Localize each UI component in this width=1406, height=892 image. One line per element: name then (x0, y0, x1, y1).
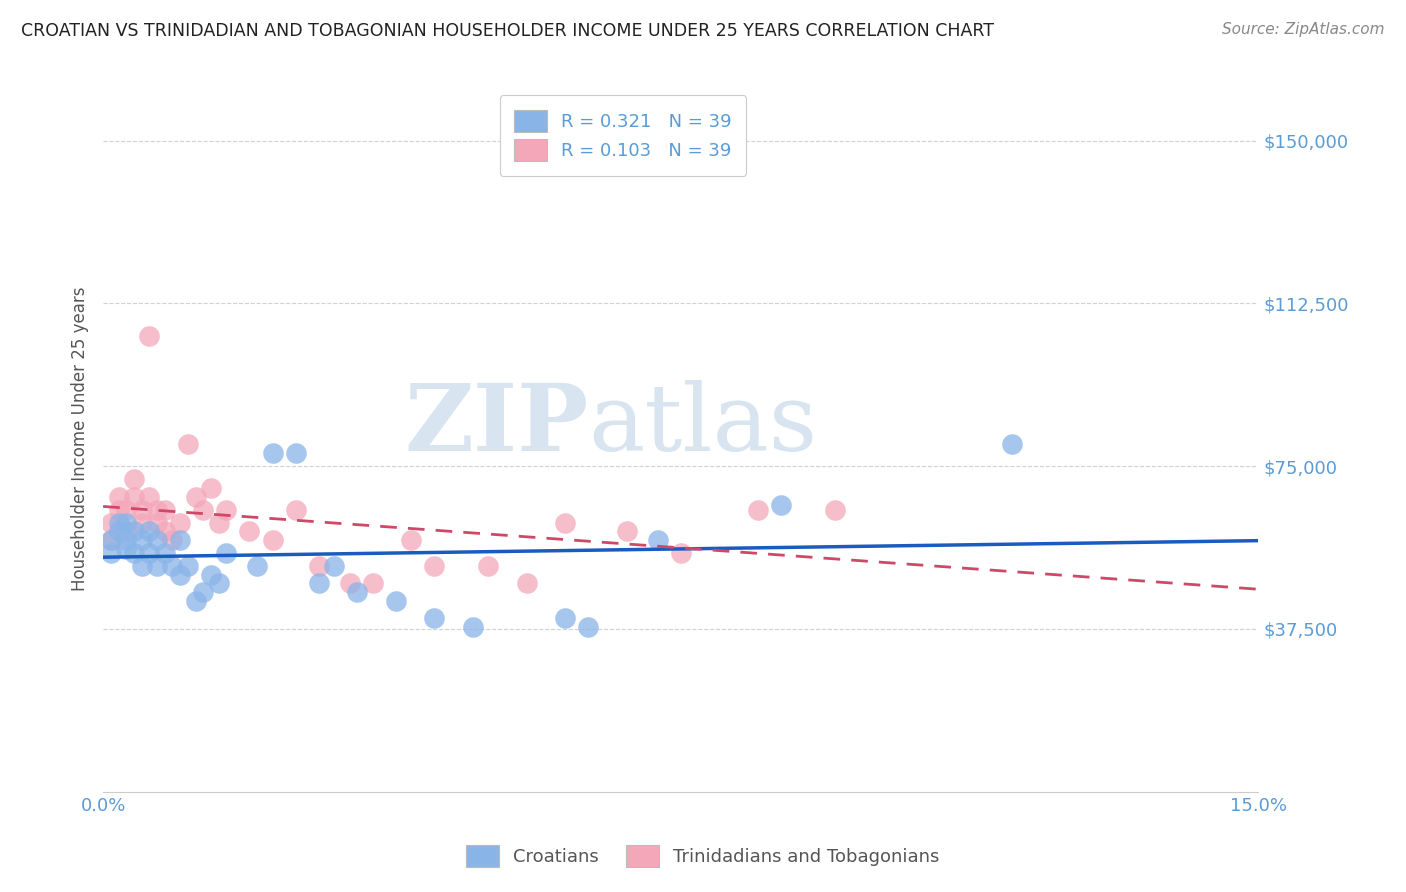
Point (153, 502, 176, 516)
Point (554, 516, 576, 530)
Point (122, 490, 145, 504)
Point (323, 559, 346, 574)
Point (115, 541, 138, 556)
Point (361, 576, 384, 591)
Point (115, 516, 138, 530)
Point (461, 620, 484, 634)
Point (131, 516, 153, 530)
Point (200, 481, 222, 495)
Point (138, 329, 160, 343)
Point (554, 611, 576, 625)
Point (184, 593, 207, 607)
Point (423, 611, 446, 625)
Point (122, 524, 145, 539)
Point (115, 533, 138, 547)
Point (262, 533, 284, 547)
Point (747, 502, 769, 516)
Point (246, 559, 269, 574)
Point (647, 533, 669, 547)
Point (262, 446, 284, 460)
Point (576, 620, 599, 634)
Point (153, 546, 176, 560)
Point (238, 524, 260, 539)
Point (169, 567, 191, 582)
Point (138, 524, 160, 539)
Point (215, 546, 238, 560)
Point (208, 516, 231, 530)
Point (153, 524, 176, 539)
Point (100, 516, 122, 530)
Point (215, 502, 238, 516)
Point (107, 502, 129, 516)
Point (177, 559, 200, 574)
Point (115, 502, 138, 516)
Point (477, 559, 499, 574)
Point (824, 502, 846, 516)
Point (669, 546, 692, 560)
Point (616, 524, 638, 539)
Point (308, 576, 330, 591)
Point (769, 498, 792, 512)
Point (193, 585, 215, 599)
Point (1001, 437, 1024, 451)
Point (146, 533, 169, 547)
Point (385, 593, 408, 607)
Point (138, 546, 160, 560)
Point (100, 546, 122, 560)
Point (131, 533, 153, 547)
Point (146, 559, 169, 574)
Point (346, 585, 368, 599)
Point (162, 533, 184, 547)
Point (169, 533, 191, 547)
Point (115, 524, 138, 539)
Text: atlas: atlas (588, 380, 818, 470)
Legend: R = 0.321   N = 39, R = 0.103   N = 39: R = 0.321 N = 39, R = 0.103 N = 39 (499, 95, 747, 176)
Point (131, 502, 153, 516)
Point (339, 576, 361, 591)
Point (200, 567, 222, 582)
Point (146, 502, 169, 516)
Point (193, 502, 215, 516)
Text: ZIP: ZIP (404, 380, 588, 470)
Point (122, 472, 145, 486)
Point (399, 533, 422, 547)
Text: Source: ZipAtlas.com: Source: ZipAtlas.com (1222, 22, 1385, 37)
Point (100, 533, 122, 547)
Point (146, 516, 169, 530)
Point (423, 559, 446, 574)
Point (107, 524, 129, 539)
Point (308, 559, 330, 574)
Point (122, 546, 145, 560)
Point (138, 490, 160, 504)
Y-axis label: Householder Income Under 25 years: Householder Income Under 25 years (72, 287, 89, 591)
Point (100, 533, 122, 547)
Point (131, 559, 153, 574)
Point (208, 576, 231, 591)
Point (184, 490, 207, 504)
Point (284, 502, 307, 516)
Point (169, 516, 191, 530)
Point (162, 559, 184, 574)
Point (284, 446, 307, 460)
Legend: Croatians, Trinidadians and Tobagonians: Croatians, Trinidadians and Tobagonians (460, 838, 946, 874)
Text: CROATIAN VS TRINIDADIAN AND TOBAGONIAN HOUSEHOLDER INCOME UNDER 25 YEARS CORRELA: CROATIAN VS TRINIDADIAN AND TOBAGONIAN H… (21, 22, 994, 40)
Point (177, 437, 200, 451)
Point (516, 576, 538, 591)
Point (107, 490, 129, 504)
Point (107, 516, 129, 530)
